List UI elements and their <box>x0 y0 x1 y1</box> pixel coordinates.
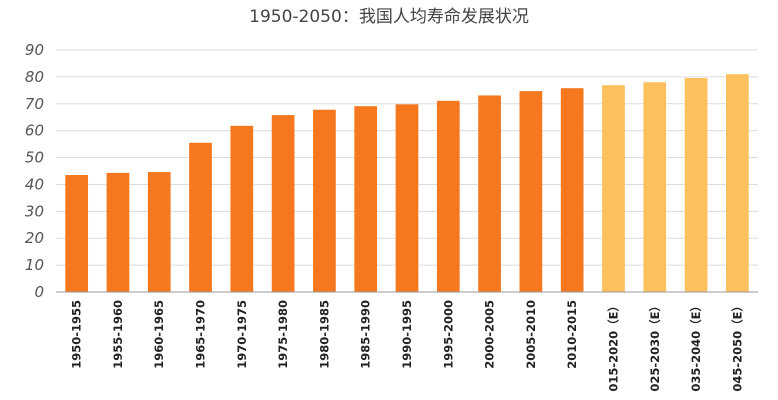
x-tick-label: 045-2050（E） <box>730 300 744 392</box>
bar-015-2020（E） <box>602 85 625 292</box>
bar-1960-1965 <box>147 172 171 292</box>
x-tick-label: 2000-2005 <box>483 300 497 369</box>
bars <box>65 74 749 293</box>
x-axis-ticks: 1950-1955 1955-1960 1960-1965 1965-1970 1970… <box>70 300 745 392</box>
bar-1975-1980 <box>271 115 295 293</box>
x-tick-label: 025-2030（E） <box>648 300 662 392</box>
bar-045-2050（E） <box>725 74 749 292</box>
x-tick-label: 1965-1970 <box>194 300 208 369</box>
x-tick-label: 1970-1975 <box>235 300 249 369</box>
x-tick-label: 1955-1960 <box>111 300 125 369</box>
bar-1990-1995 <box>395 104 419 292</box>
x-tick-label: 1985-1990 <box>359 300 373 369</box>
bar-1985-1990 <box>354 106 378 292</box>
x-tick-label: 015-2020（E） <box>606 300 620 392</box>
x-tick-label: 1990-1995 <box>400 300 414 369</box>
bar-2000-2005 <box>478 95 501 292</box>
y-tick-label: 50 <box>25 149 44 167</box>
chart-title: 1950-2050：我国人均寿命发展状况 <box>249 7 529 27</box>
bar-1995-2000 <box>436 100 460 292</box>
y-tick-label: 10 <box>25 256 44 274</box>
x-tick-label: 1980-1985 <box>317 300 331 369</box>
y-tick-label: 20 <box>25 229 44 247</box>
y-tick-label: 30 <box>25 202 44 220</box>
y-tick-label: 0 <box>34 283 44 301</box>
bar-1980-1985 <box>313 109 336 293</box>
x-tick-label: 1960-1965 <box>152 300 166 369</box>
y-tick-label: 60 <box>25 122 44 140</box>
x-tick-label: 2005-2010 <box>524 300 538 369</box>
bar-2010-2015 <box>560 88 584 292</box>
y-tick-label: 90 <box>25 41 44 59</box>
bar-2005-2010 <box>519 91 543 292</box>
y-tick-label: 70 <box>25 95 44 113</box>
y-tick-label: 40 <box>25 175 44 193</box>
x-tick-label: 1950-1955 <box>70 300 84 369</box>
bar-1950-1955 <box>65 175 89 292</box>
x-tick-label: 1995-2000 <box>441 300 455 369</box>
x-tick-label: 1975-1980 <box>276 300 290 369</box>
y-axis-ticks: 0 10 20 30 40 50 60 70 80 90 <box>25 41 44 301</box>
bar-025-2030（E） <box>643 82 667 293</box>
bar-1955-1960 <box>106 172 130 292</box>
x-tick-label: 2010-2015 <box>565 300 579 369</box>
bar-1970-1975 <box>230 125 254 293</box>
bar-035-2040（E） <box>684 77 708 292</box>
bar-1965-1970 <box>189 142 212 292</box>
y-tick-label: 80 <box>25 68 44 86</box>
x-tick-label: 035-2040（E） <box>689 300 703 392</box>
